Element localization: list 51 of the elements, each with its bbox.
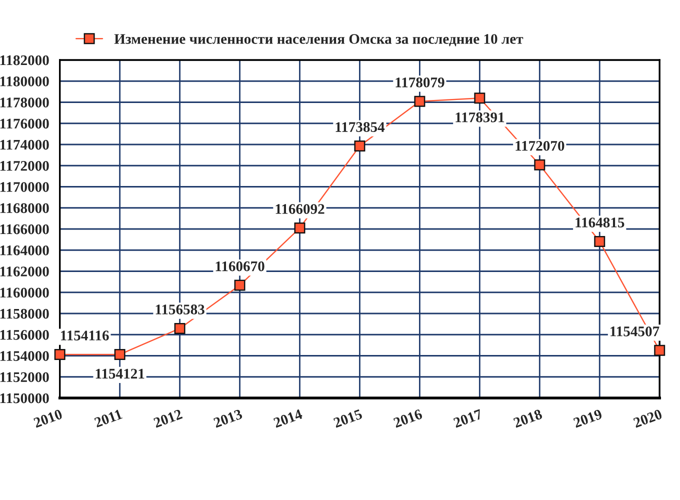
data-label: 1160670 — [216, 261, 264, 272]
data-label: 1178391 — [456, 112, 504, 122]
y-tick-label: 1152000 — [0, 372, 49, 382]
y-tick-label: 1168000 — [0, 203, 49, 214]
data-label: 1178079 — [396, 78, 444, 88]
x-tick-label: 2015 — [333, 408, 363, 428]
y-tick-label: 1160000 — [0, 288, 49, 298]
point — [414, 96, 426, 107]
x-tick-label: 2011 — [94, 409, 123, 428]
x-tick-label: 2018 — [512, 408, 543, 428]
y-tick-label: 1156000 — [0, 330, 49, 340]
data-label: 1154116 — [61, 330, 109, 340]
x-tick-label: 2014 — [273, 408, 303, 428]
y-tick-label: 1176000 — [0, 118, 49, 129]
data-label: 1166092 — [276, 204, 324, 214]
y-tick-label: 1166000 — [0, 224, 49, 234]
data-label: 1156583 — [156, 304, 204, 314]
point — [354, 140, 366, 152]
point — [534, 159, 546, 170]
data-label: 1173854 — [336, 122, 385, 132]
y-tick-label: 1164000 — [0, 245, 49, 256]
y-tick-label: 1172000 — [0, 160, 49, 171]
y-tick-label: 1154000 — [0, 351, 49, 361]
point — [474, 92, 486, 104]
y-tick-label: 1182000 — [0, 55, 49, 66]
legend-label: Изменение численности населения Омска за последние 10 лет — [114, 34, 524, 46]
data-label: 1154507 — [610, 326, 660, 336]
point — [594, 236, 606, 248]
point — [174, 322, 186, 334]
data-label: 1172070 — [516, 140, 564, 151]
point — [234, 280, 246, 291]
point — [114, 348, 126, 360]
y-tick-label: 1180000 — [0, 76, 49, 86]
x-tick-label: 2017 — [452, 408, 483, 428]
point — [654, 344, 666, 356]
y-tick-label: 1158000 — [0, 308, 49, 319]
data-label: 1164815 — [576, 218, 624, 228]
y-tick-label: 1150000 — [0, 393, 49, 404]
x-tick-label: 2020 — [632, 409, 663, 428]
data-label: 1154121 — [96, 368, 144, 379]
y-tick-label: 1162000 — [0, 266, 49, 276]
x-tick-label: 2013 — [213, 408, 243, 428]
y-tick-label: 1174000 — [0, 140, 49, 150]
x-tick-label: 2010 — [33, 409, 63, 428]
x-tick-label: 2012 — [153, 409, 183, 428]
point — [294, 222, 306, 234]
y-tick-label: 1178000 — [0, 98, 49, 108]
x-tick-label: 2019 — [572, 408, 603, 428]
point — [54, 349, 66, 360]
x-tick-label: 2016 — [393, 408, 423, 428]
y-tick-label: 1170000 — [0, 182, 49, 192]
